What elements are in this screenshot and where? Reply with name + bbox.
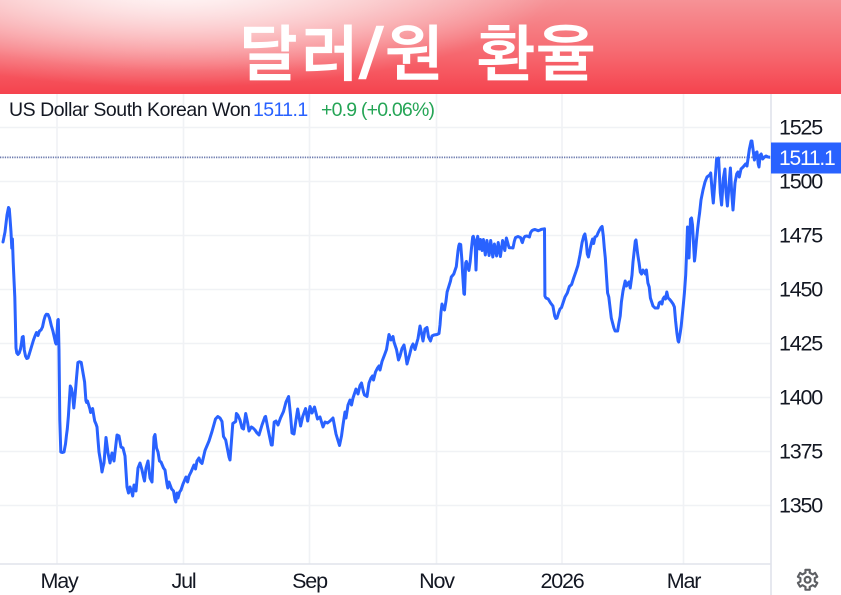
svg-text:1400: 1400 [779,386,823,410]
svg-text:May: May [40,569,78,593]
svg-text:2026: 2026 [540,569,584,593]
svg-text:1475: 1475 [779,224,823,248]
svg-text:1525: 1525 [779,116,823,140]
svg-text:1350: 1350 [779,494,823,518]
svg-text:1511.1: 1511.1 [253,99,308,121]
svg-text:1375: 1375 [779,440,823,464]
svg-text:Jul: Jul [172,569,196,593]
svg-text:+0.9 (+0.06%): +0.9 (+0.06%) [321,99,434,121]
svg-text:1450: 1450 [779,278,823,302]
svg-text:Mar: Mar [667,569,701,593]
svg-text:Sep: Sep [292,569,328,593]
svg-text:Nov: Nov [419,569,455,593]
svg-text:US Dollar South Korean Won: US Dollar South Korean Won [9,99,251,121]
svg-text:1425: 1425 [779,332,823,356]
svg-text:1511.1: 1511.1 [779,147,835,170]
